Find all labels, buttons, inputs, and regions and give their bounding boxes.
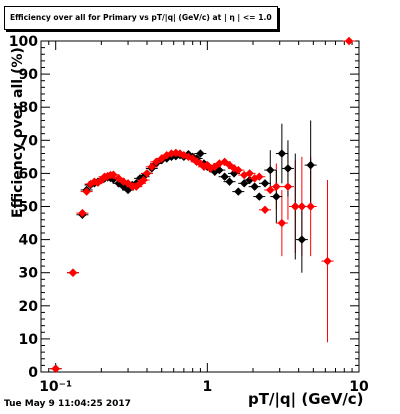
data-point — [277, 218, 287, 228]
data-point — [255, 192, 264, 201]
x-tick-labels: 10⁻¹ 1 10 — [39, 379, 369, 395]
data-point — [234, 187, 243, 196]
data-point — [139, 175, 148, 185]
data-point — [199, 162, 209, 171]
y-tick-label: 100 — [9, 34, 38, 50]
data-markers — [49, 36, 356, 373]
y-tick-label: 70 — [19, 133, 39, 149]
data-point — [215, 165, 224, 175]
data-point — [266, 165, 275, 175]
data-point — [344, 36, 354, 46]
data-point — [291, 202, 300, 211]
data-point — [272, 182, 281, 191]
data-point — [250, 182, 259, 191]
data-point — [109, 175, 118, 184]
data-point — [260, 205, 270, 215]
y-tick-label: 80 — [19, 100, 39, 116]
data-point — [323, 256, 332, 266]
x-tick-label: 1 — [202, 379, 212, 395]
data-point — [225, 160, 234, 170]
x-tick-label: 10⁻¹ — [39, 379, 72, 395]
y-tick-label: 10 — [19, 332, 39, 348]
data-point — [283, 182, 293, 191]
data-point — [93, 178, 103, 187]
data-point — [306, 160, 315, 170]
data-point — [142, 169, 152, 178]
data-point — [196, 149, 205, 158]
data-point — [147, 162, 156, 171]
data-point — [175, 149, 185, 158]
data-point — [210, 162, 220, 171]
data-point — [255, 172, 264, 181]
y-axis-label: Efficiency over all (%) — [10, 47, 26, 218]
data-point — [86, 179, 95, 189]
data-point — [229, 164, 239, 173]
data-point — [240, 179, 249, 188]
data-point — [220, 172, 229, 181]
data-point — [225, 177, 234, 186]
y-tick-label: 90 — [19, 67, 39, 83]
y-tick-label: 30 — [19, 266, 39, 282]
data-point — [272, 192, 281, 201]
data-point — [245, 169, 254, 178]
y-tick-label: 60 — [19, 166, 39, 182]
data-point — [266, 185, 275, 195]
data-point — [220, 157, 229, 167]
data-point — [277, 149, 287, 158]
data-point — [206, 164, 215, 173]
timestamp-footer: Tue May 9 11:04:25 2017 — [4, 399, 131, 409]
data-point — [260, 179, 270, 188]
data-point — [68, 268, 78, 277]
data-point — [297, 202, 307, 211]
data-point — [283, 164, 293, 173]
data-point — [152, 157, 161, 167]
data-point — [109, 170, 118, 179]
chart-title: Efficiency over all for Primary vs pT/|q… — [4, 6, 278, 30]
data-point — [306, 202, 315, 211]
y-tick-label: 0 — [28, 365, 38, 381]
y-tick-label: 40 — [19, 233, 39, 249]
data-point — [51, 364, 60, 373]
y-tick-label: 50 — [19, 200, 39, 216]
y-tick-labels: 0 10 20 30 40 50 60 70 80 90 100 — [9, 34, 38, 381]
data-point — [82, 187, 91, 196]
y-tick-label: 20 — [19, 299, 39, 315]
x-axis-label: pT/|q| (GeV/c) — [248, 390, 364, 408]
x-tick-label: 10 — [349, 379, 369, 395]
data-point — [234, 165, 243, 175]
data-point — [297, 235, 307, 244]
data-point — [78, 208, 87, 218]
